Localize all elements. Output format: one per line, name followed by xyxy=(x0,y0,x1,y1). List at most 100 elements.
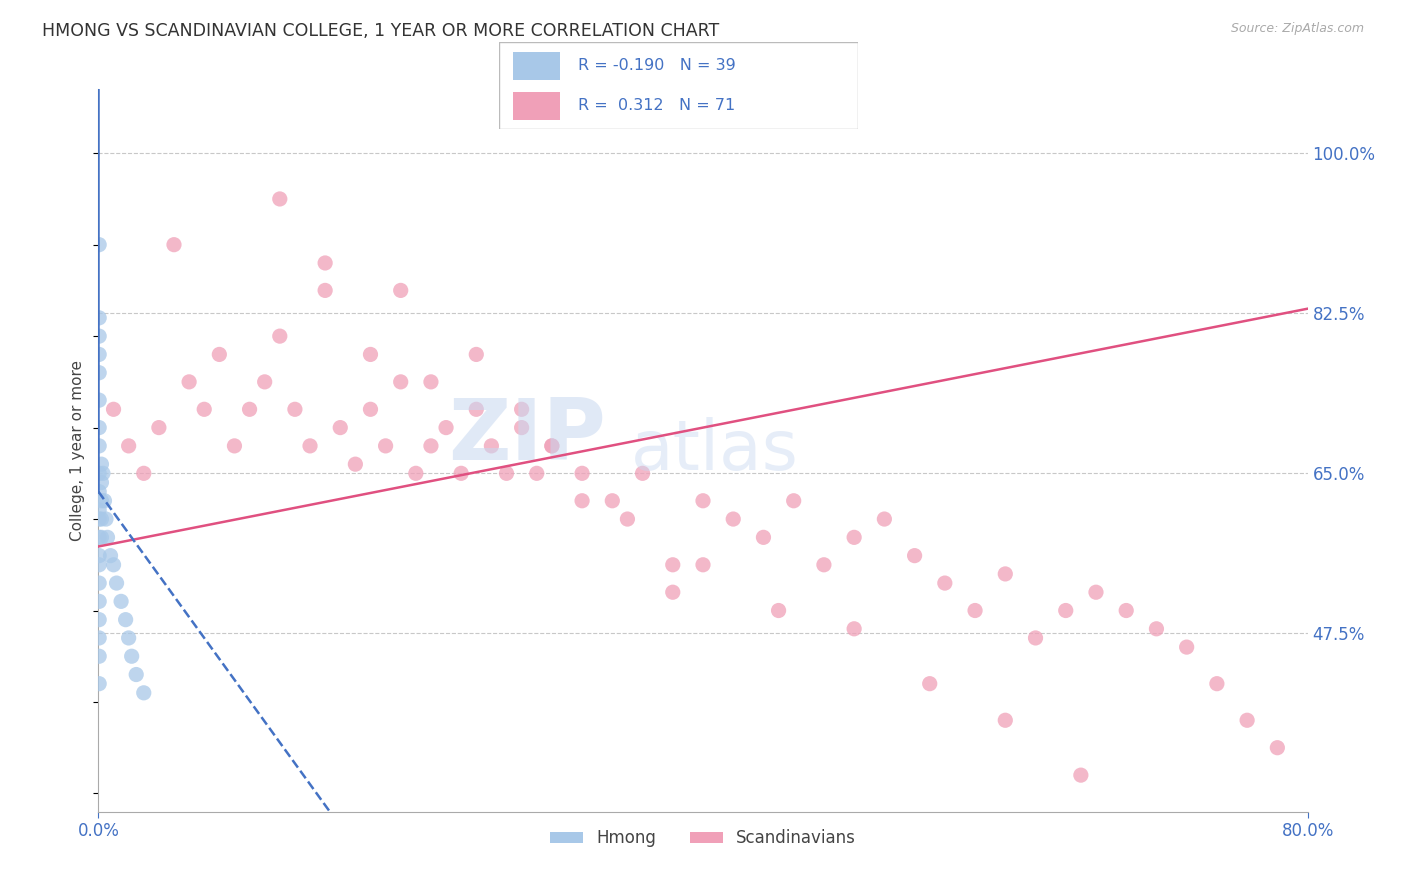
Point xyxy=(329,420,352,434)
Point xyxy=(96,530,118,544)
Point xyxy=(179,375,201,389)
Point xyxy=(661,558,683,572)
FancyBboxPatch shape xyxy=(513,92,560,120)
Point xyxy=(114,613,136,627)
Point xyxy=(269,329,291,343)
Point xyxy=(89,631,111,645)
Point xyxy=(89,649,111,664)
Point xyxy=(90,475,112,490)
Point xyxy=(481,439,503,453)
Point xyxy=(1175,640,1198,654)
Point xyxy=(844,622,866,636)
Point xyxy=(420,439,443,453)
Point xyxy=(994,566,1017,581)
FancyBboxPatch shape xyxy=(513,52,560,79)
Point xyxy=(90,512,112,526)
Point xyxy=(692,558,714,572)
Point xyxy=(540,439,562,453)
Point xyxy=(1206,676,1229,690)
Point xyxy=(420,375,443,389)
Point xyxy=(1085,585,1108,599)
Point xyxy=(904,549,927,563)
Point xyxy=(89,676,111,690)
Point xyxy=(103,402,125,417)
Point xyxy=(89,237,111,252)
Point xyxy=(723,512,745,526)
Text: atlas: atlas xyxy=(630,417,799,484)
Point xyxy=(90,457,112,471)
Point xyxy=(89,594,111,608)
Point xyxy=(90,530,112,544)
Point xyxy=(465,402,488,417)
Point xyxy=(813,558,835,572)
Point xyxy=(224,439,246,453)
Y-axis label: College, 1 year or more: College, 1 year or more xyxy=(70,360,86,541)
Point xyxy=(269,192,291,206)
Point xyxy=(602,493,624,508)
Point xyxy=(89,613,111,627)
Point xyxy=(299,439,322,453)
Point xyxy=(110,594,132,608)
Point xyxy=(450,467,472,481)
Text: R = -0.190   N = 39: R = -0.190 N = 39 xyxy=(578,58,735,73)
Point xyxy=(193,402,215,417)
Point xyxy=(314,284,336,298)
Point xyxy=(465,347,488,361)
Point xyxy=(1054,603,1077,617)
Point xyxy=(163,237,186,252)
Point xyxy=(571,493,593,508)
Point xyxy=(661,585,683,599)
Point xyxy=(89,420,111,434)
Point xyxy=(89,549,111,563)
Point xyxy=(89,484,111,499)
Point xyxy=(90,493,112,508)
Point xyxy=(631,467,654,481)
Point xyxy=(374,439,396,453)
Point xyxy=(125,667,148,681)
Point xyxy=(89,393,111,408)
Point xyxy=(89,576,111,591)
Point xyxy=(616,512,638,526)
Point xyxy=(89,512,111,526)
Point xyxy=(526,467,548,481)
Point xyxy=(752,530,775,544)
Point xyxy=(510,402,533,417)
Point xyxy=(314,256,336,270)
Point xyxy=(105,576,128,591)
Point xyxy=(360,347,382,361)
Point xyxy=(89,530,111,544)
Point xyxy=(918,676,941,690)
Point xyxy=(132,686,155,700)
Point xyxy=(208,347,231,361)
Point xyxy=(344,457,367,471)
Point xyxy=(495,467,517,481)
Text: ZIP: ZIP xyxy=(449,394,606,477)
Point xyxy=(239,402,262,417)
Point xyxy=(873,512,896,526)
Point xyxy=(89,439,111,453)
Point xyxy=(93,493,115,508)
Point xyxy=(89,329,111,343)
Point xyxy=(118,631,141,645)
Point xyxy=(132,467,155,481)
Legend: Hmong, Scandinavians: Hmong, Scandinavians xyxy=(543,822,863,854)
Point xyxy=(89,503,111,517)
Point xyxy=(768,603,790,617)
Text: R =  0.312   N = 71: R = 0.312 N = 71 xyxy=(578,98,735,113)
Point xyxy=(103,558,125,572)
Point xyxy=(89,558,111,572)
Point xyxy=(91,467,114,481)
Point xyxy=(121,649,143,664)
Point xyxy=(94,512,117,526)
Point xyxy=(783,493,806,508)
Point xyxy=(389,284,412,298)
Text: Source: ZipAtlas.com: Source: ZipAtlas.com xyxy=(1230,22,1364,36)
Point xyxy=(994,713,1017,727)
Point xyxy=(89,467,111,481)
Point xyxy=(1070,768,1092,782)
Point xyxy=(89,366,111,380)
Point xyxy=(1024,631,1046,645)
Point xyxy=(100,549,122,563)
Point xyxy=(1115,603,1137,617)
Point xyxy=(253,375,276,389)
